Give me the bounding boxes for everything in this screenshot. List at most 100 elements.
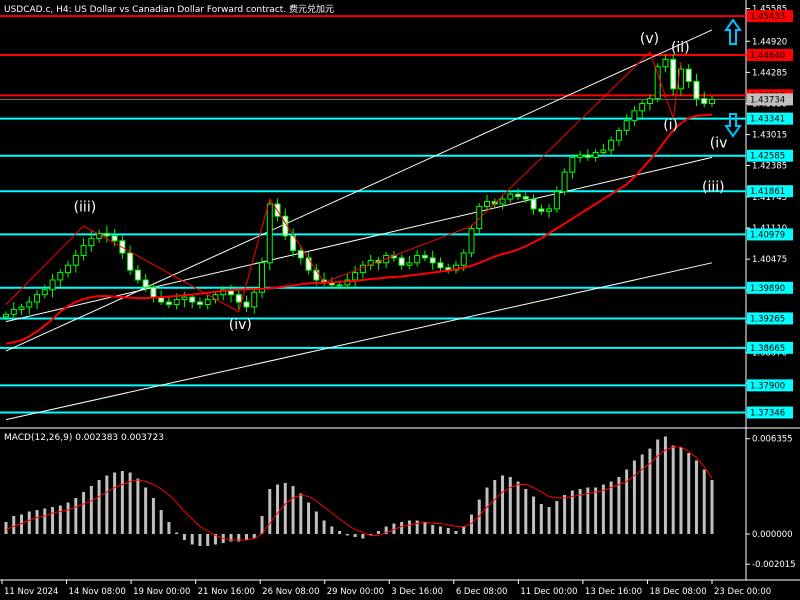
macd-histogram-bar: [532, 496, 536, 534]
level-tag: [747, 312, 793, 325]
macd-histogram-bar: [632, 460, 636, 534]
macd-histogram-bar: [260, 516, 264, 534]
macd-histogram-bar: [617, 477, 621, 534]
candle-body: [10, 308, 17, 315]
macd-histogram-bar: [702, 469, 706, 534]
macd-title: MACD(12,26,9) 0.002383 0.003723: [4, 433, 164, 443]
level-tag: [747, 379, 793, 392]
candle-body: [266, 203, 273, 264]
candle-body: [476, 205, 483, 229]
macd-signal-line[interactable]: [5, 446, 713, 541]
candle-body: [515, 193, 522, 198]
macd-histogram-bar: [423, 522, 427, 534]
macd-histogram-bar: [12, 516, 16, 534]
level-label: 1.42585: [750, 152, 785, 162]
time-tick-label: 14 Nov 08:00: [69, 587, 126, 597]
candle-body: [204, 299, 211, 305]
time-tick-label: 3 Dec 16:00: [391, 587, 443, 597]
macd-histogram-bar: [58, 505, 62, 534]
arrow-up-icon: [724, 18, 742, 45]
level-label: 1.41861: [750, 187, 785, 197]
candle-body: [313, 269, 320, 281]
macd-histogram-bar: [687, 453, 691, 534]
macd-histogram-bar: [120, 471, 124, 534]
candle-body: [429, 257, 436, 264]
macd-histogram-bar: [345, 534, 349, 536]
macd-histogram-bar: [524, 489, 528, 534]
macd-histogram-bar: [609, 481, 613, 534]
price-pane[interactable]: 1.455851.449201.442851.436501.430151.423…: [0, 0, 800, 581]
candle-body: [623, 120, 630, 131]
candle-body: [414, 254, 421, 264]
time-axis: 11 Nov 2024 14 Nov 08:00 19 Nov 00:00 21 No…: [1, 580, 771, 597]
macd-histogram-bar: [516, 481, 520, 534]
channel-line[interactable]: [5, 262, 713, 421]
candle-body: [305, 257, 312, 271]
macd-histogram-bar: [415, 520, 419, 534]
chart-title: USDCAD.c, H4: US Dollar vs Canadian Doll…: [4, 3, 334, 15]
macd-histogram-bar: [20, 514, 24, 534]
macd-histogram-bar: [555, 501, 559, 534]
wave-label: (iii): [74, 199, 97, 215]
level-label: 1.38665: [750, 344, 785, 354]
candle-body: [398, 257, 405, 266]
macd-histogram-bar: [338, 531, 342, 534]
macd-histogram-bar: [648, 448, 652, 534]
time-tick-label: 13 Dec 16:00: [585, 587, 642, 597]
macd-histogram-bar: [431, 525, 435, 534]
candle-body: [352, 272, 359, 281]
candle-body: [608, 139, 615, 151]
wave-label: (i): [663, 117, 678, 133]
macd-histogram-bar: [283, 483, 287, 534]
candle-body: [134, 269, 141, 281]
candle-body: [18, 306, 25, 310]
macd-histogram-bar: [384, 526, 388, 534]
macd-histogram-bar: [656, 439, 660, 534]
macd-histogram-bar: [314, 511, 318, 534]
macd-tick-label: -0.002015: [752, 560, 796, 570]
candle-body: [406, 262, 413, 266]
candle-body: [196, 301, 203, 305]
candle-body: [165, 301, 172, 305]
macd-histogram-bar: [547, 507, 551, 534]
channel-line[interactable]: [5, 156, 713, 323]
macd-histogram-bar: [291, 486, 295, 534]
candle-body: [600, 149, 607, 154]
candle-body: [3, 313, 9, 318]
macd-histogram-bar: [144, 487, 148, 534]
macd-histogram-bar: [105, 475, 109, 534]
current-price-label: 1.43734: [750, 95, 785, 105]
macd-histogram-bar: [508, 477, 512, 534]
candle-body: [367, 259, 374, 266]
macd-histogram-bar: [206, 534, 210, 546]
macd-histogram-bar: [710, 480, 714, 534]
macd-pane[interactable]: 0.006355 0.000000 -0.002015: [4, 435, 796, 571]
candle-body: [701, 98, 708, 105]
candle-body: [49, 279, 56, 291]
macd-histogram-bar: [594, 487, 598, 534]
time-tick-label: 6 Dec 08:00: [456, 587, 508, 597]
level-label: 1.37346: [750, 409, 785, 419]
zigzag-line: [5, 51, 682, 313]
macd-histogram-bar: [462, 526, 466, 534]
macd-histogram-bar: [679, 447, 683, 534]
candle-body: [468, 227, 475, 254]
macd-histogram-bar: [190, 534, 194, 545]
level-tag: [747, 228, 793, 241]
macd-histogram-bar: [167, 522, 171, 534]
macd-histogram-bar: [245, 534, 249, 540]
macd-histogram-bar: [307, 502, 311, 534]
candle-body: [57, 272, 64, 281]
macd-histogram-bar: [136, 478, 140, 534]
level-label: 1.37900: [750, 381, 785, 391]
macd-histogram-bar: [663, 436, 667, 534]
price-tick-label: 1.41745: [752, 193, 787, 203]
macd-histogram-bar: [159, 510, 163, 534]
candle-body: [80, 245, 87, 256]
moving-average-line[interactable]: [5, 113, 713, 345]
macd-histogram-bar: [353, 534, 357, 537]
macd-histogram-bar: [570, 490, 574, 534]
macd-histogram-bar: [97, 480, 101, 534]
wave-label: (iv): [229, 317, 252, 333]
